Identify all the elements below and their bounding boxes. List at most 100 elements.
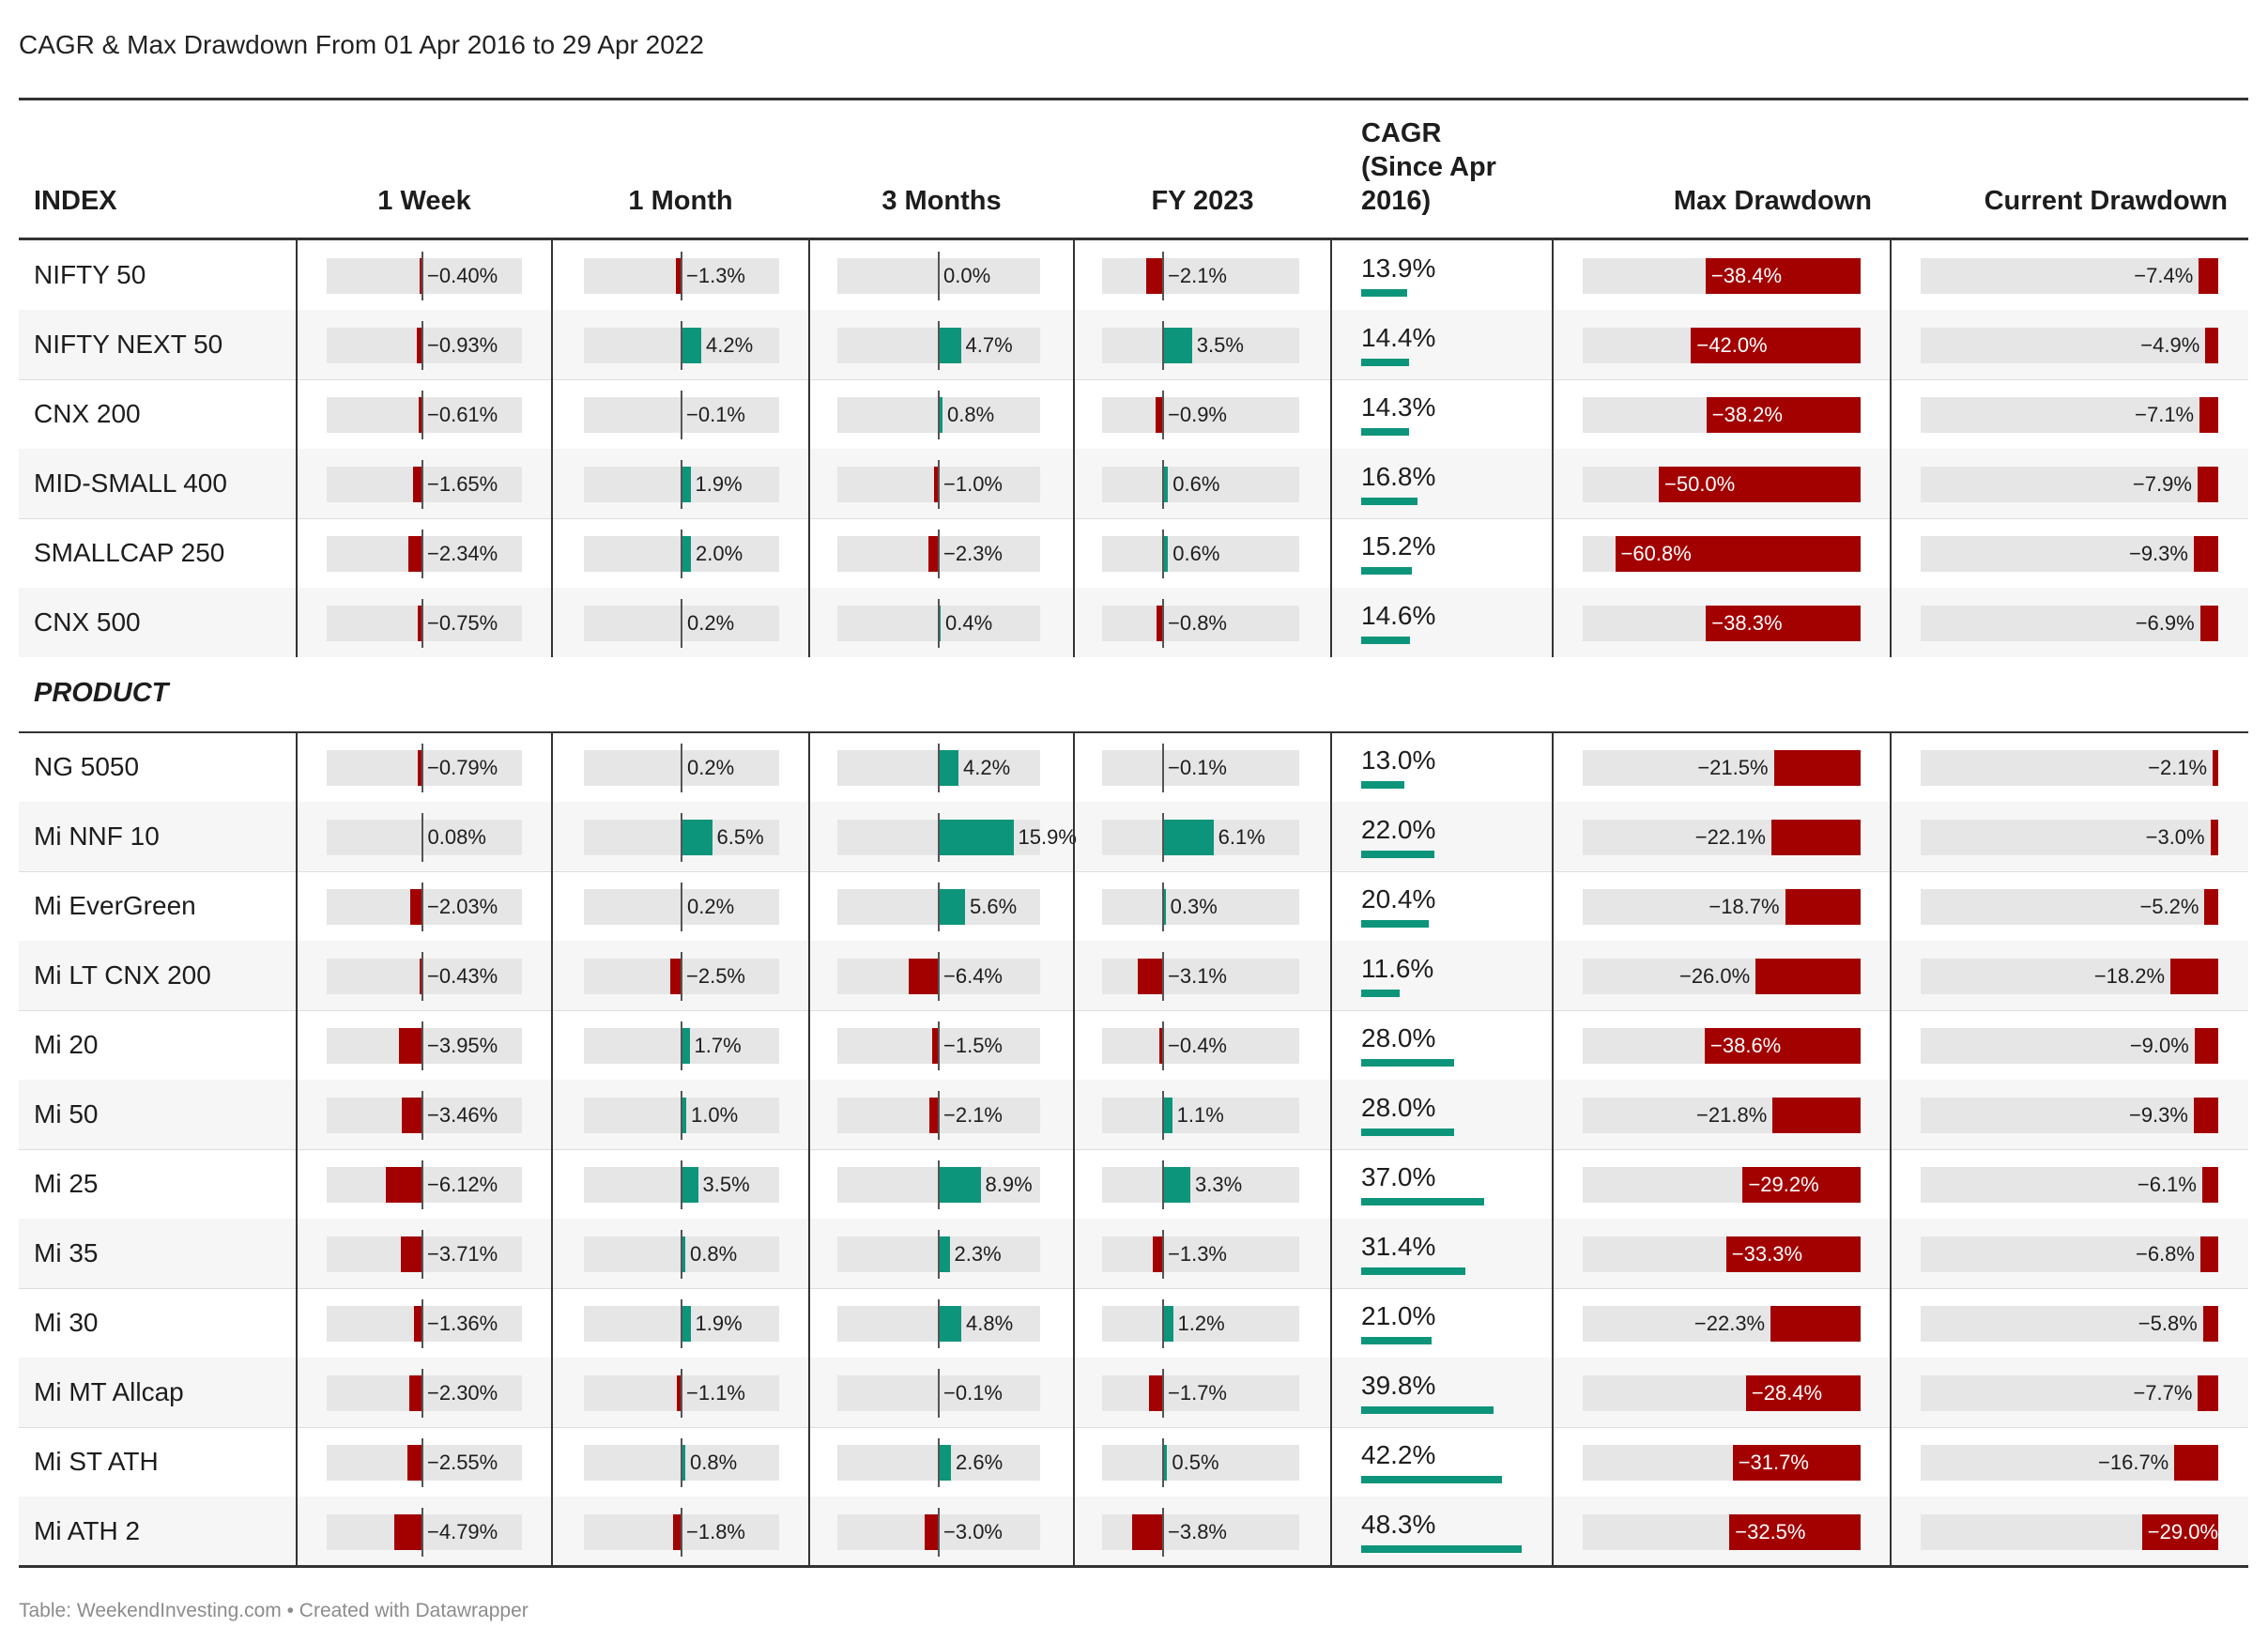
- bar-current-drawdown: [2213, 750, 2218, 786]
- cell-fy2023: 0.3%: [1074, 871, 1331, 941]
- value-label: −32.5%: [1735, 1520, 1806, 1543]
- header-fy-2023: FY 2023: [1151, 186, 1254, 216]
- zero-line: [681, 599, 682, 648]
- bar-track: [1102, 1098, 1299, 1133]
- value-label: 0.2%: [687, 756, 735, 779]
- cagr-bar: [1361, 1337, 1432, 1344]
- zero-line: [421, 460, 423, 509]
- table-row: Mi 50 −3.46% 1.0% −2.1% 1.1% 28.0% −21.8% −9.3%: [19, 1080, 2248, 1149]
- cell-current-drawdown: −3.0%: [1891, 802, 2248, 871]
- zero-line: [938, 1508, 940, 1557]
- value-label: −29.0%: [2147, 1520, 2219, 1543]
- cell-max-drawdown: −60.8%: [1553, 518, 1891, 588]
- cell-fy2023: 0.5%: [1074, 1427, 1331, 1497]
- zero-line: [681, 813, 682, 862]
- zero-line: [938, 1160, 940, 1209]
- value-label: −4.79%: [427, 1520, 498, 1543]
- bar-track: [1921, 467, 2218, 502]
- value-label: −31.7%: [1738, 1451, 1809, 1474]
- cell-cagr: 48.3%: [1331, 1497, 1553, 1566]
- cell-month: 0.2%: [552, 871, 809, 941]
- bar-track: [1921, 1167, 2218, 1203]
- zero-line: [1162, 952, 1164, 1001]
- zero-line: [938, 883, 940, 931]
- cell-cagr: 11.6%: [1331, 941, 1553, 1010]
- value-label: −0.1%: [1168, 756, 1227, 779]
- cell-cagr: 14.3%: [1331, 379, 1553, 449]
- header-cagr-line: CAGR: [1361, 118, 1442, 148]
- bar-track: [1921, 328, 2218, 363]
- bar-fy2023: [1149, 1375, 1163, 1411]
- source-footer: Table: WeekendInvesting.com • Created wi…: [19, 1600, 529, 1621]
- cell-fy2023: 0.6%: [1074, 518, 1331, 588]
- bar-week: [412, 467, 422, 502]
- bar-track: [327, 889, 522, 925]
- cell-week: −2.30%: [297, 1358, 552, 1427]
- cell-max-drawdown: −42.0%: [1553, 310, 1891, 379]
- row-name: Mi 25: [34, 1169, 99, 1198]
- value-label: 4.8%: [966, 1312, 1014, 1335]
- value-label: 0.4%: [945, 611, 993, 635]
- row-name: Mi ST ATH: [34, 1447, 159, 1476]
- bar-track: [1102, 959, 1299, 994]
- bar-track: [1102, 606, 1299, 641]
- cell-week: −3.95%: [297, 1010, 552, 1080]
- bar-fy2023: [1145, 258, 1163, 294]
- bar-month: [675, 258, 682, 294]
- bar-max-drawdown: [1755, 959, 1861, 994]
- bar-track: [1921, 1098, 2218, 1133]
- table-row: Mi 30 −1.36% 1.9% 4.8% 1.2% 21.0% −22.3% −5.8%: [19, 1288, 2248, 1358]
- bar-months3: [934, 467, 939, 502]
- cell-week: −2.03%: [297, 871, 552, 941]
- cell-month: −2.5%: [552, 941, 809, 1010]
- bar-week: [420, 258, 422, 294]
- bar-track: [327, 1167, 522, 1203]
- bar-week: [408, 1375, 422, 1411]
- cell-current-drawdown: −7.9%: [1891, 449, 2248, 518]
- value-label: −60.8%: [1620, 542, 1692, 565]
- value-label: 1.7%: [694, 1034, 742, 1057]
- bar-track: [1921, 959, 2218, 994]
- cagr-bar: [1361, 1406, 1494, 1414]
- value-label: 0.2%: [687, 895, 735, 918]
- value-label: −0.4%: [1168, 1034, 1227, 1057]
- zero-line: [681, 1230, 682, 1279]
- cagr-bar: [1361, 498, 1418, 505]
- bar-month: [682, 1028, 690, 1064]
- zero-line: [938, 391, 940, 439]
- zero-line: [938, 744, 940, 792]
- cell-month: −1.3%: [552, 240, 809, 310]
- row-name: Mi 50: [34, 1099, 99, 1129]
- zero-line: [681, 744, 682, 792]
- top-rule: [19, 98, 2248, 100]
- value-label: −0.79%: [427, 756, 498, 779]
- header-cagr: CAGR (Since Apr 2016): [1361, 116, 1549, 218]
- value-label: −1.65%: [427, 472, 498, 496]
- bar-track: [1921, 1236, 2218, 1272]
- bar-track: [327, 467, 522, 502]
- column-divider: [1890, 240, 1892, 657]
- zero-line: [681, 883, 682, 931]
- value-label: −4.9%: [2140, 333, 2200, 357]
- bar-track: [1102, 1236, 1299, 1272]
- value-label: −2.34%: [427, 542, 498, 565]
- value-label: 8.9%: [985, 1173, 1033, 1196]
- cell-months3: 5.6%: [809, 871, 1074, 941]
- cell-month: 1.0%: [552, 1080, 809, 1149]
- bar-track: [1921, 397, 2218, 433]
- header-max-drawdown: Max Drawdown: [1673, 186, 1872, 216]
- zero-line: [1162, 599, 1164, 648]
- bar-week: [399, 1028, 422, 1064]
- cell-months3: −0.1%: [809, 1358, 1074, 1427]
- zero-line: [1162, 1299, 1164, 1348]
- value-label: 0.0%: [943, 264, 991, 287]
- value-label: −6.12%: [427, 1173, 498, 1196]
- zero-line: [681, 1508, 682, 1557]
- value-label: −3.71%: [427, 1242, 498, 1266]
- value-label: 4.2%: [706, 333, 754, 357]
- zero-line: [421, 883, 423, 931]
- cell-current-drawdown: −29.0%: [1891, 1497, 2248, 1566]
- cell-current-drawdown: −9.0%: [1891, 1010, 2248, 1080]
- header-rule: [19, 238, 2248, 240]
- cagr-bar: [1361, 920, 1430, 928]
